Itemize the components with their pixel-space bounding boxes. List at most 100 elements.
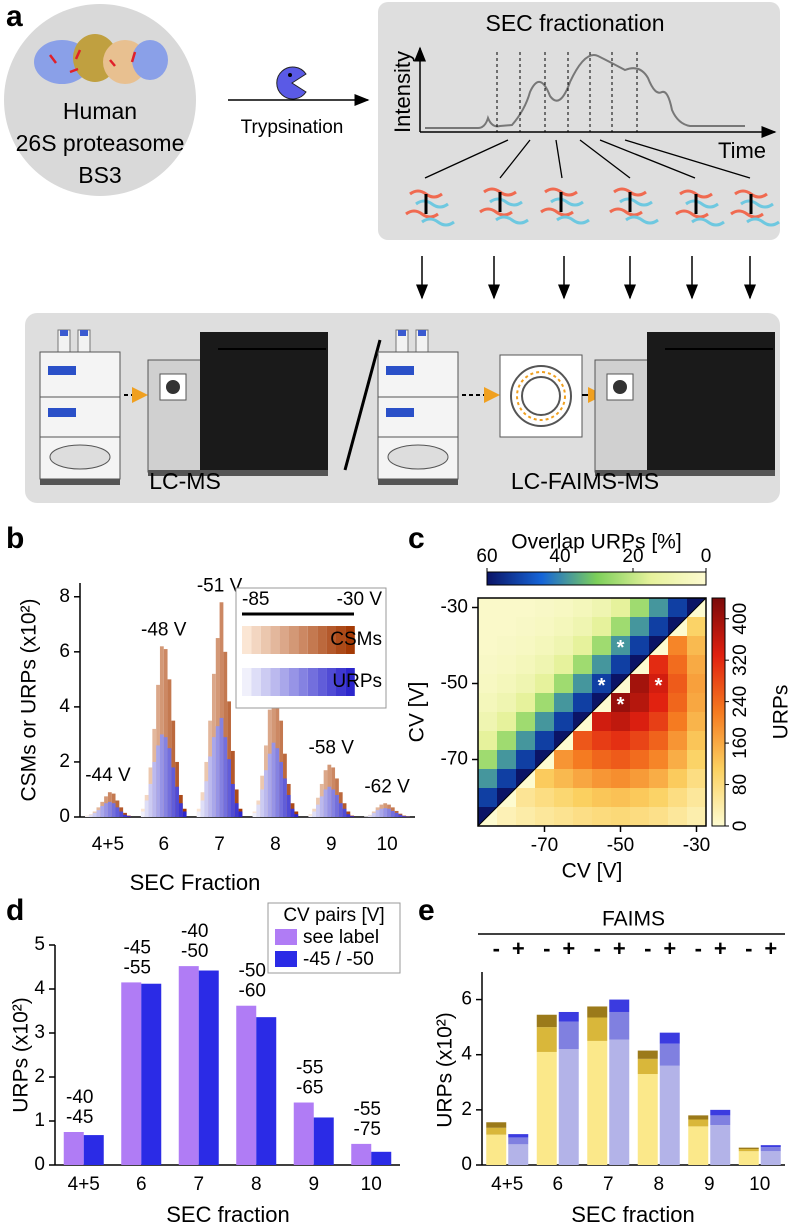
- y-axis-title: CSMs or URPs (x10²): [18, 598, 41, 801]
- heat-cell: [573, 693, 593, 713]
- heat-cell: [497, 674, 517, 694]
- bar: [308, 815, 313, 817]
- colorbar-tick-label: 60: [476, 546, 497, 567]
- heat-cell: [687, 655, 707, 675]
- legend-swatch: [298, 626, 308, 654]
- bar: [121, 982, 142, 1165]
- bar: [283, 778, 287, 817]
- axis-title: Intensity: [390, 51, 415, 133]
- y-tick-label: 8: [59, 586, 70, 607]
- bar-segment: [760, 1151, 781, 1165]
- heat-cell: [535, 598, 555, 618]
- y-axis-title: URPs (x10²): [434, 1012, 457, 1128]
- bar: [371, 812, 376, 817]
- sample-label: 26S proteasome: [16, 130, 185, 156]
- legend-swatch: [242, 626, 252, 654]
- heat-cell: [497, 617, 517, 637]
- colorbar: [486, 571, 707, 586]
- bar: [223, 651, 228, 817]
- bar-segment: [536, 1027, 557, 1052]
- y-tick-label: 1: [34, 1110, 45, 1131]
- heat-cell: [630, 693, 650, 713]
- pair-label: -40: [66, 1087, 93, 1108]
- heat-cell: [516, 617, 536, 637]
- bar-segment: [536, 1051, 557, 1165]
- heat-cell: [478, 693, 498, 713]
- x-tick-label: 10: [377, 834, 398, 855]
- highlight: *: [617, 637, 625, 659]
- heat-cell: [497, 598, 517, 618]
- heat-cell: [573, 598, 593, 618]
- bar: [327, 786, 332, 817]
- heat-cell: [573, 655, 593, 675]
- fraction-lines: [424, 139, 751, 179]
- heat-cell: [592, 731, 612, 751]
- group-label: -: [493, 936, 500, 961]
- group-label: +: [613, 936, 626, 961]
- bar: [96, 810, 101, 817]
- legend-swatch: [317, 668, 327, 696]
- heat-cell: [535, 674, 555, 694]
- heat-cell: [497, 750, 517, 770]
- heat-cell: [611, 807, 631, 827]
- heat-cell: [497, 693, 517, 713]
- colorbar-tick-label: 320: [730, 644, 751, 676]
- bar-segment: [587, 1040, 608, 1165]
- highlight: *: [598, 675, 606, 697]
- heat-cell: [497, 769, 517, 789]
- heat-cell: [687, 731, 707, 751]
- legend-swatch: [298, 668, 308, 696]
- bar: [293, 1102, 314, 1165]
- legend-swatch: [317, 626, 327, 654]
- bar-segment: [609, 1011, 630, 1040]
- heat-cell: [573, 788, 593, 808]
- legend-swatch: [279, 668, 289, 696]
- legend-label: -85: [242, 589, 269, 610]
- separator: [343, 339, 382, 471]
- heat-cell: [668, 655, 688, 675]
- heat-cell: [516, 731, 536, 751]
- group-label: -: [695, 936, 702, 961]
- heat-cell: [611, 788, 631, 808]
- bar: [126, 816, 131, 817]
- bar: [252, 812, 257, 817]
- x-tick-label: 7: [193, 1174, 204, 1195]
- bar: [350, 816, 355, 817]
- heat-cell: [573, 674, 593, 694]
- peak-label: -44 V: [85, 765, 131, 786]
- legend-swatch: [275, 951, 297, 967]
- bar-segment: [710, 1109, 731, 1116]
- down-arrows: [416, 256, 756, 300]
- bar: [88, 814, 93, 817]
- heat-cell: [649, 693, 669, 713]
- heat-cell: [497, 807, 517, 827]
- bar-segment: [659, 1043, 680, 1066]
- pair-label: -55: [296, 1058, 323, 1079]
- y-tick-label: 2: [34, 1066, 45, 1087]
- heat-cell: [535, 788, 555, 808]
- legend-swatch: [270, 668, 280, 696]
- bar: [141, 983, 162, 1165]
- bar: [364, 816, 369, 817]
- x-axis-title: CV [V]: [562, 860, 623, 883]
- legend-label: URPs: [332, 671, 382, 692]
- heat-cell: [516, 674, 536, 694]
- legend-swatch: [307, 626, 318, 654]
- bar: [171, 767, 176, 817]
- heat-cell: [668, 788, 688, 808]
- group-label: -: [543, 936, 550, 961]
- heatmap-frame: [477, 597, 707, 827]
- heat-cell: [535, 617, 555, 637]
- bar-segment: [659, 1065, 680, 1165]
- bar-segment: [508, 1144, 529, 1165]
- group-label: -: [644, 936, 651, 961]
- group-label: +: [512, 936, 525, 961]
- bar: [346, 814, 351, 817]
- x-tick-label: 10: [361, 1174, 382, 1195]
- trypsin-eye: [288, 73, 292, 77]
- y-tick-label: 4: [461, 1044, 472, 1065]
- heat-cell: [478, 750, 498, 770]
- colorbar-tick-label: 240: [730, 686, 751, 718]
- y-tick-label: -50: [441, 673, 468, 694]
- bar-segment: [508, 1137, 529, 1145]
